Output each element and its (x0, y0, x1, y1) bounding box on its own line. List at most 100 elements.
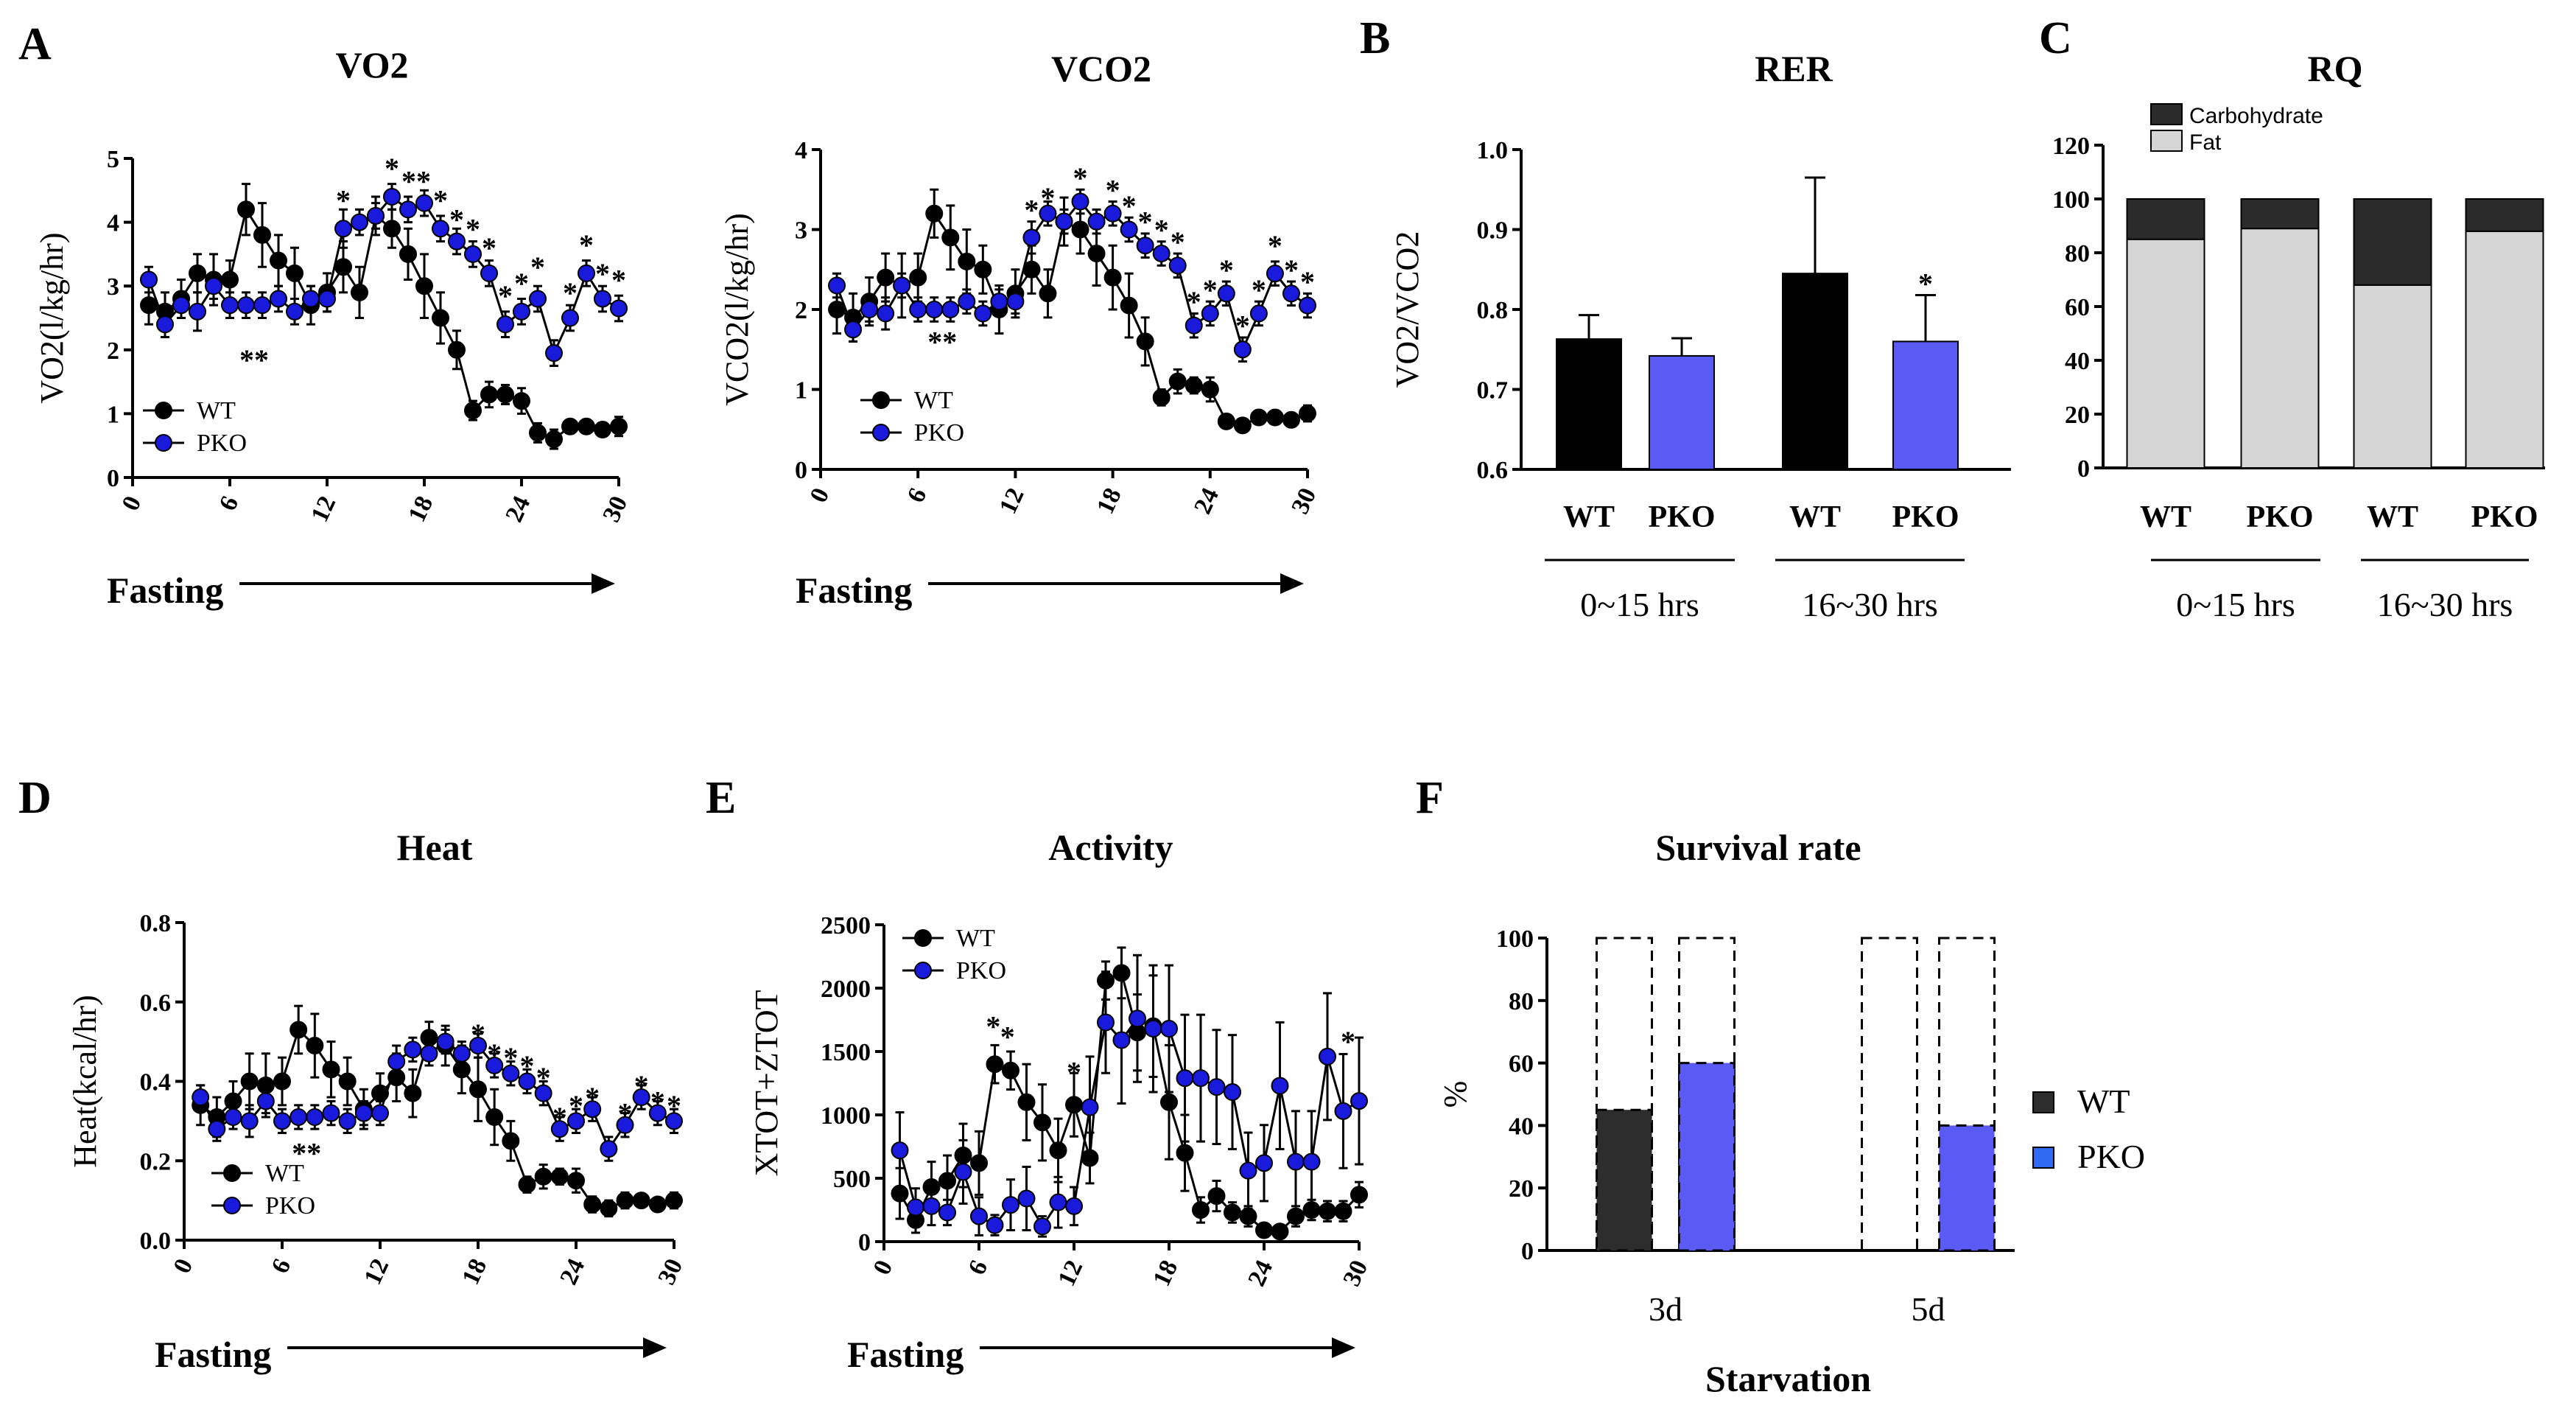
data-point-pko (1233, 340, 1252, 359)
significance-mark: * (520, 1049, 535, 1082)
data-point-wt (322, 1060, 340, 1079)
data-point-pko (1217, 284, 1235, 303)
data-point-pko (1299, 296, 1316, 315)
bar-pko (1678, 1062, 1736, 1252)
data-point-pko (1055, 212, 1073, 231)
fasting-arrow-head (592, 573, 615, 594)
significance-mark: * (1219, 253, 1234, 287)
data-point-wt (594, 421, 611, 439)
y-tick-label: 60 (1509, 1051, 1534, 1078)
legend-label-fat: Fat (2189, 130, 2222, 155)
legend-label-pko: PKO (265, 1192, 315, 1220)
data-point-pko (1192, 1069, 1210, 1088)
significance-mark: * (634, 1069, 649, 1102)
significance-mark: * (1138, 206, 1153, 239)
data-point-pko (1334, 1102, 1352, 1120)
data-point-pko (1022, 228, 1041, 247)
data-point-wt (1239, 1207, 1257, 1225)
data-point-wt (925, 204, 944, 223)
data-point-wt (1160, 1093, 1178, 1111)
data-point-wt (1033, 1113, 1051, 1132)
series-pko (891, 954, 1368, 1238)
bar-wt (1782, 273, 1848, 470)
y-tick-label: 1 (107, 401, 119, 428)
data-point-wt (383, 220, 401, 238)
x-tick-label: 30 (1338, 1256, 1373, 1290)
data-point-wt (485, 1108, 504, 1126)
chart-title: VO2 (336, 44, 409, 85)
significance-mark: * (1024, 193, 1039, 226)
bar-pko (1649, 354, 1715, 470)
data-point-pko (1049, 1193, 1067, 1211)
data-point-wt (534, 1167, 552, 1186)
significance-mark: * (536, 1061, 551, 1094)
y-tick-label: 1500 (821, 1039, 871, 1066)
series-line-wt (899, 971, 1361, 1233)
category-label: 5d (1912, 1290, 1945, 1328)
significance-mark: * (1073, 161, 1088, 195)
y-axis-label: VO2/VCO2 (1389, 231, 1425, 388)
category-label: WT (1563, 500, 1615, 534)
significance-mark: * (466, 212, 480, 245)
data-point-wt (665, 1192, 683, 1210)
significance-mark: * (1203, 273, 1218, 307)
data-point-wt (448, 340, 466, 359)
series-pko (828, 188, 1316, 363)
data-point-pko (922, 1197, 941, 1215)
data-point-pko (480, 264, 498, 282)
significance-mark: * (579, 228, 594, 262)
significance-mark: * (569, 1089, 583, 1122)
data-point-pko (208, 1120, 226, 1138)
significance-mark: * (1171, 225, 1185, 259)
significance-mark: * (1268, 229, 1282, 262)
data-point-wt (1233, 416, 1252, 435)
category-label: WT (2367, 500, 2418, 534)
x-axis-label: Fasting (155, 1334, 271, 1375)
data-point-pko (1033, 1217, 1051, 1236)
y-axis-label: % (1437, 1081, 1473, 1108)
panel-letter: F (1416, 773, 1444, 823)
legend-label-wt: WT (956, 925, 995, 952)
y-tick-label: 2 (107, 337, 119, 365)
x-tick-label: 30 (1286, 484, 1322, 518)
data-point-wt (1103, 268, 1122, 287)
data-point-pko (1239, 1161, 1257, 1180)
chart-title: RER (1755, 48, 1833, 89)
data-point-pko (156, 315, 174, 334)
data-point-wt (1224, 1203, 1241, 1222)
x-axis-label: Starvation (1705, 1358, 1871, 1399)
data-point-pko (1201, 304, 1219, 323)
legend-label-pko: PKO (197, 430, 247, 457)
data-point-pko (172, 296, 190, 315)
data-point-pko (1071, 192, 1089, 211)
x-tick-label: 30 (597, 492, 633, 526)
series-wt (192, 1004, 683, 1218)
x-axis-label: Fasting (107, 570, 223, 611)
bar-segment-fat (2353, 284, 2432, 469)
data-point-pko (270, 290, 287, 308)
y-tick-label: 0 (2077, 455, 2090, 483)
y-tick-label: 100 (2052, 186, 2090, 214)
series-pko (192, 1028, 683, 1162)
legend-label-pko: PKO (2077, 1138, 2145, 1175)
data-point-wt (306, 1037, 324, 1055)
x-tick-label: 24 (555, 1255, 590, 1289)
data-point-wt (909, 268, 927, 287)
fasting-arrow-head (1332, 1337, 1355, 1358)
data-point-wt (273, 1072, 291, 1091)
data-point-pko (1129, 1010, 1146, 1028)
y-tick-label: 0.9 (1477, 217, 1509, 245)
y-tick-label: 0.8 (1477, 297, 1509, 324)
data-point-pko (1176, 1069, 1194, 1088)
data-point-pko (452, 1044, 471, 1063)
data-point-pko (632, 1088, 650, 1107)
panel-letter: D (18, 773, 52, 823)
data-point-pko (448, 232, 466, 251)
data-point-pko (224, 1108, 242, 1126)
data-point-pko (567, 1112, 585, 1130)
data-point-pko (404, 1040, 422, 1059)
data-point-wt (469, 1080, 487, 1099)
data-point-pko (1103, 204, 1122, 223)
data-point-wt (1185, 377, 1203, 395)
